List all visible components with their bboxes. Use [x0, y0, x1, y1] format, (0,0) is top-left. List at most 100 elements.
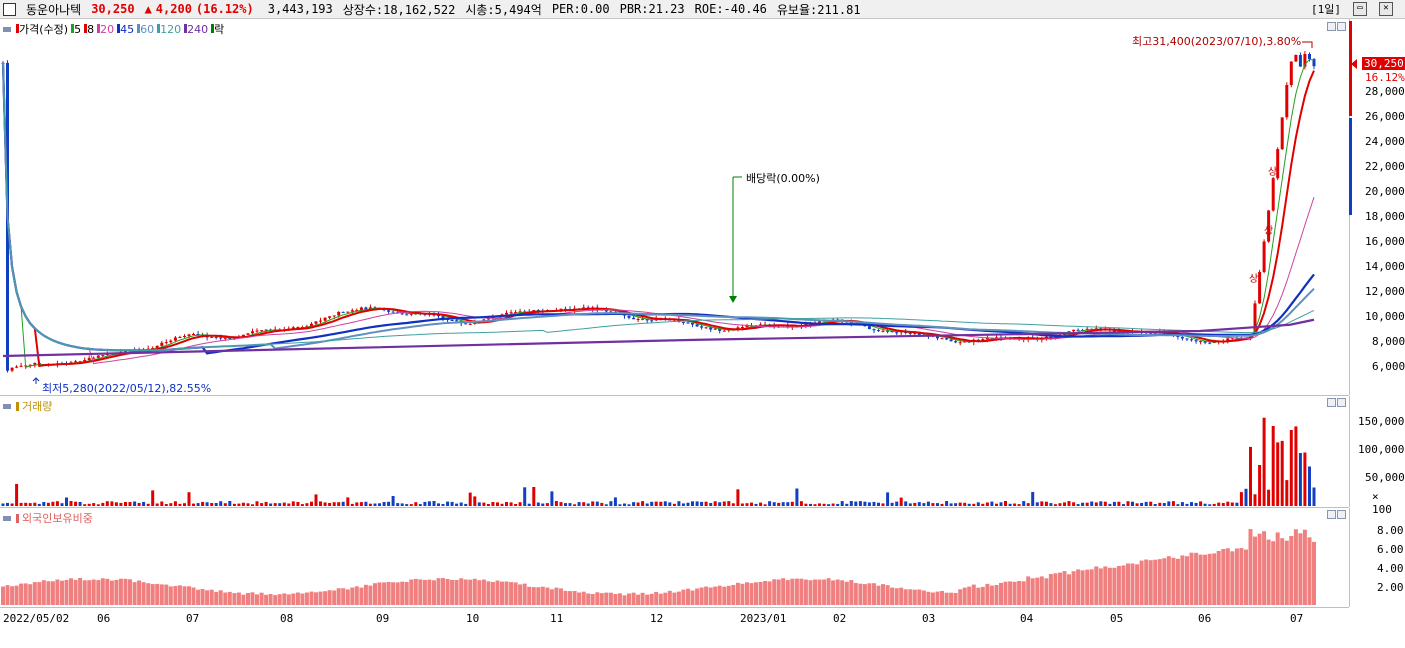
- volume-panel-maximize-icon[interactable]: [1337, 398, 1346, 407]
- foreign-bar: [246, 593, 250, 605]
- foreign-bar: [418, 579, 423, 605]
- candle-body: [908, 332, 912, 334]
- volume-panel-minimize-icon[interactable]: [1327, 398, 1336, 407]
- volume-bar: [359, 502, 363, 506]
- volume-bar: [160, 501, 164, 506]
- volume-bar: [600, 502, 604, 506]
- volume-bar: [441, 504, 445, 506]
- volume-bar: [319, 501, 322, 506]
- volume-bar: [1044, 501, 1048, 506]
- candle-body: [718, 328, 722, 331]
- legend-ma60[interactable]: 60: [137, 23, 154, 36]
- foreign-panel-maximize-icon[interactable]: [1337, 510, 1346, 519]
- price-tick: 12,000: [1365, 285, 1405, 298]
- volume-bar: [33, 502, 37, 506]
- candle-body: [818, 321, 821, 323]
- foreign-bar: [967, 586, 972, 605]
- foreign-bar: [318, 591, 323, 605]
- volume-bar: [514, 504, 518, 506]
- foreign-bar: [867, 583, 872, 605]
- period-selector[interactable]: [1일]: [1311, 3, 1341, 16]
- candle-body: [310, 323, 313, 327]
- volume-bar: [387, 501, 391, 506]
- stock-name[interactable]: 동운아나텍: [26, 2, 82, 17]
- price-panel[interactable]: [0, 19, 1349, 396]
- foreign-bar: [441, 578, 445, 605]
- legend-ma240[interactable]: 240: [184, 23, 208, 36]
- close-icon[interactable]: ✕: [1379, 2, 1393, 16]
- candle-body: [890, 331, 894, 333]
- foreign-bar: [636, 594, 641, 605]
- foreign-bar: [994, 585, 999, 605]
- volume-bar: [818, 503, 821, 506]
- low-arrow: [32, 377, 40, 384]
- minimize-icon[interactable]: ▭: [1353, 2, 1367, 16]
- volume-bar: [1135, 503, 1139, 506]
- foreign-bar: [790, 578, 795, 605]
- foreign-bar: [658, 593, 663, 605]
- volume-bar: [78, 502, 82, 506]
- volume-bar: [192, 503, 195, 506]
- volume-panel[interactable]: [0, 396, 1349, 508]
- foreign-bar: [1248, 529, 1253, 605]
- price-panel-minimize-icon[interactable]: [1327, 22, 1336, 31]
- volume-bar: [1262, 417, 1266, 506]
- legend-ma120[interactable]: 120: [157, 23, 181, 36]
- select-checkbox[interactable]: [3, 2, 16, 16]
- foreign-bar: [1298, 533, 1303, 605]
- foreign-bar: [1026, 576, 1031, 605]
- volume-bar: [976, 502, 980, 506]
- foreign-bar: [912, 589, 917, 605]
- candle-body: [296, 327, 300, 329]
- legend-ex-dividend[interactable]: 락: [211, 21, 224, 37]
- foreign-panel-minimize-icon[interactable]: [1327, 510, 1336, 519]
- candle-body: [291, 327, 295, 329]
- candle-body: [949, 339, 953, 342]
- x-label: 04: [1020, 612, 1034, 625]
- foreign-bar: [785, 580, 790, 605]
- foreign-bar: [368, 585, 373, 605]
- volume-bar: [1144, 501, 1148, 506]
- volume-bar: [1208, 504, 1212, 506]
- foreign-bar: [422, 579, 427, 605]
- candle-body: [877, 330, 880, 332]
- candle-body: [713, 328, 717, 330]
- foreign-bar: [87, 580, 92, 605]
- price-panel-maximize-icon[interactable]: [1337, 22, 1346, 31]
- volume-bar: [427, 501, 431, 506]
- price-tick: 28,000: [1365, 85, 1405, 98]
- candle-body: [78, 361, 82, 363]
- foreign-bar: [908, 589, 913, 605]
- volume-bar: [355, 502, 359, 506]
- legend-ma45[interactable]: 45: [117, 23, 134, 36]
- foreign-bar: [1058, 572, 1062, 605]
- foreign-bar: [840, 580, 845, 605]
- volume-bar: [105, 501, 109, 506]
- foreign-bar: [232, 593, 237, 605]
- price-tick: 16,000: [1365, 235, 1405, 248]
- candle-body: [872, 329, 876, 331]
- foreign-panel[interactable]: [0, 508, 1349, 608]
- volume-bar: [1085, 502, 1089, 506]
- volume-bar: [19, 502, 23, 506]
- candle-body: [1285, 85, 1289, 118]
- foreign-bar: [409, 579, 414, 605]
- legend-ma5[interactable]: 5: [71, 23, 81, 36]
- foreign-bar: [1103, 566, 1108, 605]
- volume-bar: [183, 503, 186, 506]
- foreign-bar: [472, 578, 477, 605]
- foreign-bar: [377, 582, 382, 605]
- volume-unit: × 100: [1372, 490, 1392, 516]
- legend-ma8[interactable]: 8: [84, 23, 94, 36]
- candle-body: [1208, 342, 1212, 344]
- legend-ma20[interactable]: 20: [97, 23, 114, 36]
- legend-price[interactable]: 가격(수정): [16, 21, 68, 37]
- volume-bar: [87, 503, 91, 506]
- dividend-annotation: 배당락(0.00%): [746, 172, 820, 185]
- volume-bar: [777, 502, 781, 506]
- volume-bar: [96, 504, 100, 506]
- volume-bar: [1117, 501, 1121, 506]
- foreign-bar: [745, 582, 749, 605]
- candle-body: [518, 311, 522, 313]
